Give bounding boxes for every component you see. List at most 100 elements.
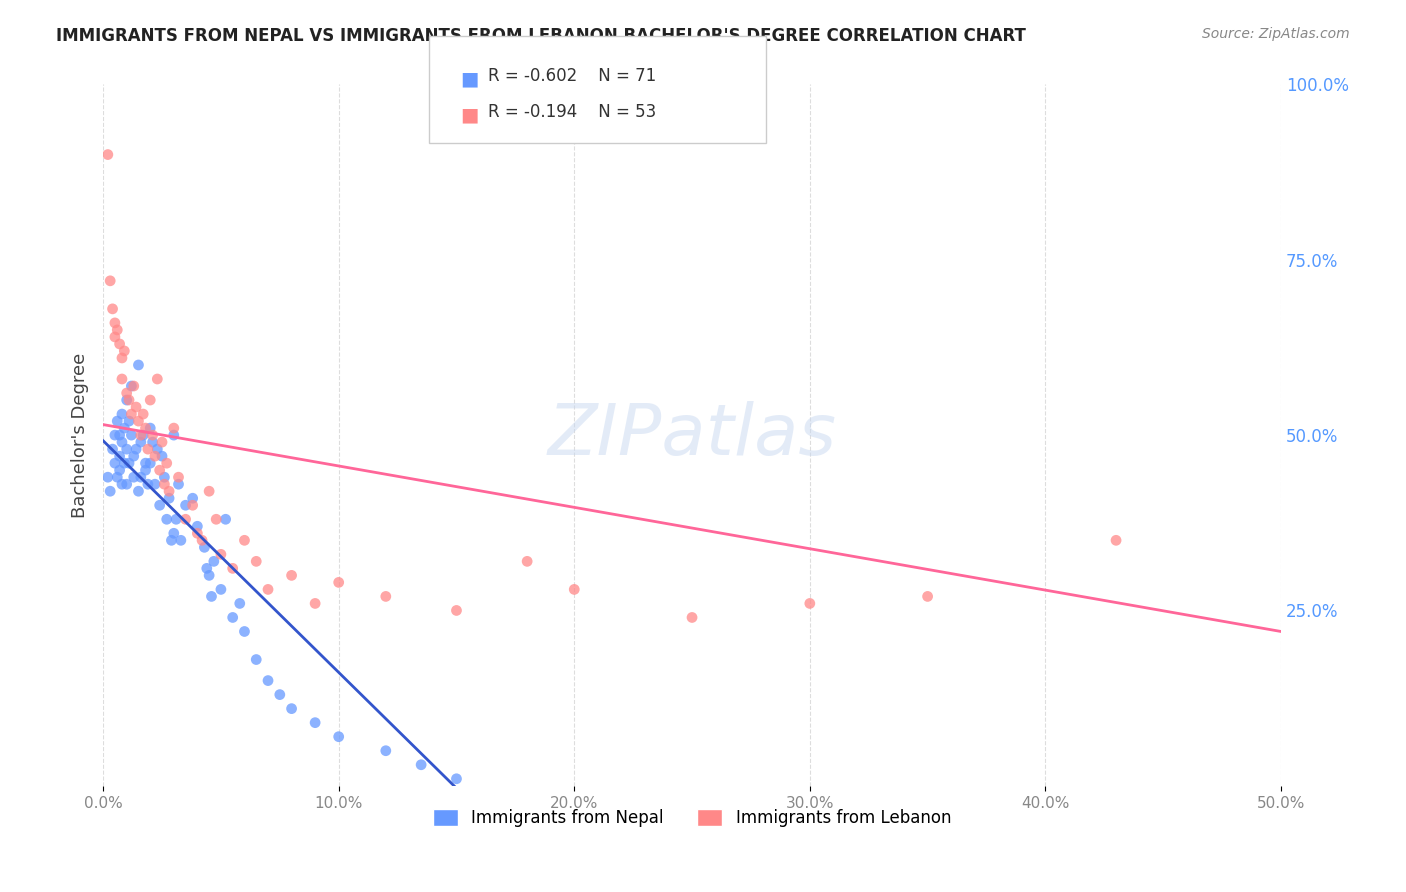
Point xyxy=(195,561,218,575)
Point xyxy=(136,442,159,457)
Point xyxy=(245,652,267,666)
Point xyxy=(125,400,148,414)
Point xyxy=(104,330,127,344)
Point xyxy=(108,449,131,463)
Point xyxy=(200,590,222,604)
Point xyxy=(122,470,145,484)
Point xyxy=(108,337,131,351)
Point xyxy=(163,428,186,442)
Point xyxy=(150,449,173,463)
Point xyxy=(233,624,256,639)
Point xyxy=(122,449,145,463)
Point xyxy=(101,301,124,316)
Point xyxy=(209,547,232,561)
Point xyxy=(562,582,585,597)
Point xyxy=(799,596,821,610)
Point xyxy=(446,772,468,786)
Point xyxy=(97,470,120,484)
Point xyxy=(374,590,396,604)
Point xyxy=(328,575,350,590)
Point xyxy=(111,407,134,421)
Point xyxy=(111,477,134,491)
Point xyxy=(115,392,138,407)
Legend: Immigrants from Nepal, Immigrants from Lebanon: Immigrants from Nepal, Immigrants from L… xyxy=(426,802,957,833)
Point xyxy=(446,603,468,617)
Point xyxy=(153,477,176,491)
Point xyxy=(917,590,939,604)
Point xyxy=(269,688,291,702)
Point xyxy=(156,512,179,526)
Point xyxy=(127,484,149,499)
Point xyxy=(1105,533,1128,548)
Point xyxy=(120,379,142,393)
Point xyxy=(105,414,128,428)
Text: IMMIGRANTS FROM NEPAL VS IMMIGRANTS FROM LEBANON BACHELOR'S DEGREE CORRELATION C: IMMIGRANTS FROM NEPAL VS IMMIGRANTS FROM… xyxy=(56,27,1026,45)
Point xyxy=(125,442,148,457)
Point xyxy=(411,757,433,772)
Point xyxy=(120,407,142,421)
Point xyxy=(149,463,172,477)
Point xyxy=(111,351,134,365)
Point xyxy=(149,498,172,512)
Point xyxy=(105,323,128,337)
Point xyxy=(104,428,127,442)
Point xyxy=(304,596,326,610)
Point xyxy=(193,541,215,555)
Point xyxy=(115,442,138,457)
Point xyxy=(245,554,267,568)
Point xyxy=(115,477,138,491)
Point xyxy=(157,484,180,499)
Point xyxy=(153,470,176,484)
Point xyxy=(198,484,221,499)
Point xyxy=(328,730,350,744)
Point xyxy=(115,386,138,401)
Point xyxy=(280,701,302,715)
Point xyxy=(202,554,225,568)
Point xyxy=(112,421,135,435)
Point xyxy=(374,744,396,758)
Point xyxy=(163,526,186,541)
Text: ■: ■ xyxy=(460,70,478,88)
Point xyxy=(209,582,232,597)
Point xyxy=(136,477,159,491)
Point xyxy=(118,456,141,470)
Point xyxy=(142,435,165,450)
Point xyxy=(181,498,204,512)
Text: ■: ■ xyxy=(460,105,478,124)
Point xyxy=(221,610,243,624)
Point xyxy=(143,449,166,463)
Point xyxy=(111,435,134,450)
Point xyxy=(186,519,208,533)
Point xyxy=(132,428,155,442)
Point xyxy=(120,428,142,442)
Text: R = -0.194    N = 53: R = -0.194 N = 53 xyxy=(488,103,657,120)
Point xyxy=(205,512,228,526)
Point xyxy=(167,477,190,491)
Point xyxy=(165,512,187,526)
Point xyxy=(98,274,121,288)
Point xyxy=(139,456,162,470)
Point xyxy=(150,435,173,450)
Point xyxy=(127,358,149,372)
Point xyxy=(257,582,280,597)
Point xyxy=(142,428,165,442)
Point xyxy=(135,463,157,477)
Point xyxy=(214,512,236,526)
Text: R = -0.602    N = 71: R = -0.602 N = 71 xyxy=(488,67,657,85)
Point xyxy=(129,470,152,484)
Point xyxy=(108,428,131,442)
Point xyxy=(104,456,127,470)
Point xyxy=(118,392,141,407)
Point xyxy=(257,673,280,688)
Point xyxy=(233,533,256,548)
Point xyxy=(186,526,208,541)
Point xyxy=(304,715,326,730)
Point xyxy=(163,421,186,435)
Point xyxy=(112,343,135,358)
Point xyxy=(221,561,243,575)
Point xyxy=(280,568,302,582)
Point xyxy=(516,554,538,568)
Point xyxy=(105,470,128,484)
Point xyxy=(129,428,152,442)
Point xyxy=(139,392,162,407)
